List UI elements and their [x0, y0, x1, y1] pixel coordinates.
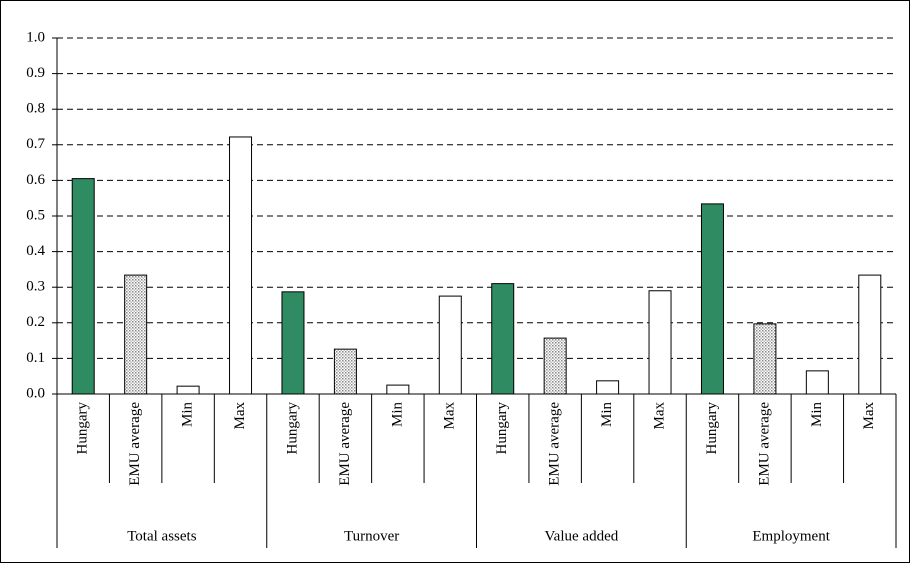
bar — [648, 290, 672, 395]
bar — [71, 178, 95, 395]
y-tick-label: 0.3 — [26, 279, 45, 295]
x-tick-label: Hungary — [284, 402, 300, 455]
x-tick-label: Hungary — [75, 402, 91, 455]
x-tick-label: Max — [861, 402, 877, 430]
x-tick-label: Min — [809, 402, 825, 428]
y-tick-label: 0.8 — [26, 101, 45, 117]
y-tick-label: 0.9 — [26, 65, 45, 81]
x-tick-label: EMU average — [547, 402, 563, 486]
bar — [281, 291, 305, 395]
bar — [438, 295, 462, 395]
y-tick-label: 0.4 — [26, 243, 45, 259]
y-tick-label: 0.0 — [26, 385, 45, 401]
group-label: Value added — [545, 528, 619, 544]
y-tick-label: 0.7 — [26, 136, 45, 152]
bar — [596, 380, 620, 395]
x-tick-label: Hungary — [704, 402, 720, 455]
bar — [805, 370, 829, 395]
y-tick-label: 1.0 — [26, 29, 45, 45]
y-tick-label: 0.2 — [26, 314, 45, 330]
y-tick-label: 0.6 — [26, 172, 45, 188]
x-tick-label: Hungary — [494, 402, 510, 455]
bar — [124, 274, 148, 395]
group-label: Employment — [752, 528, 830, 544]
y-tick-label: 0.5 — [26, 207, 45, 223]
y-tick-label: 0.1 — [26, 350, 45, 366]
x-tick-label: EMU average — [127, 402, 143, 486]
bar — [491, 283, 515, 395]
x-tick-label: Min — [599, 402, 615, 428]
bar — [700, 203, 724, 395]
x-tick-label: Min — [389, 402, 405, 428]
x-tick-label: EMU average — [756, 402, 772, 486]
bar — [333, 348, 357, 395]
x-tick-label: Max — [232, 402, 248, 430]
group-label: Turnover — [344, 528, 399, 544]
x-tick-label: Min — [180, 402, 196, 428]
x-tick-label: Max — [442, 402, 458, 430]
bar — [176, 385, 200, 395]
bar — [543, 337, 567, 395]
bar — [753, 323, 777, 395]
bar — [386, 384, 410, 395]
group-label: Total assets — [127, 528, 197, 544]
bar — [858, 274, 882, 395]
bar — [229, 136, 253, 395]
x-tick-label: EMU average — [337, 402, 353, 486]
x-tick-label: Max — [651, 402, 667, 430]
